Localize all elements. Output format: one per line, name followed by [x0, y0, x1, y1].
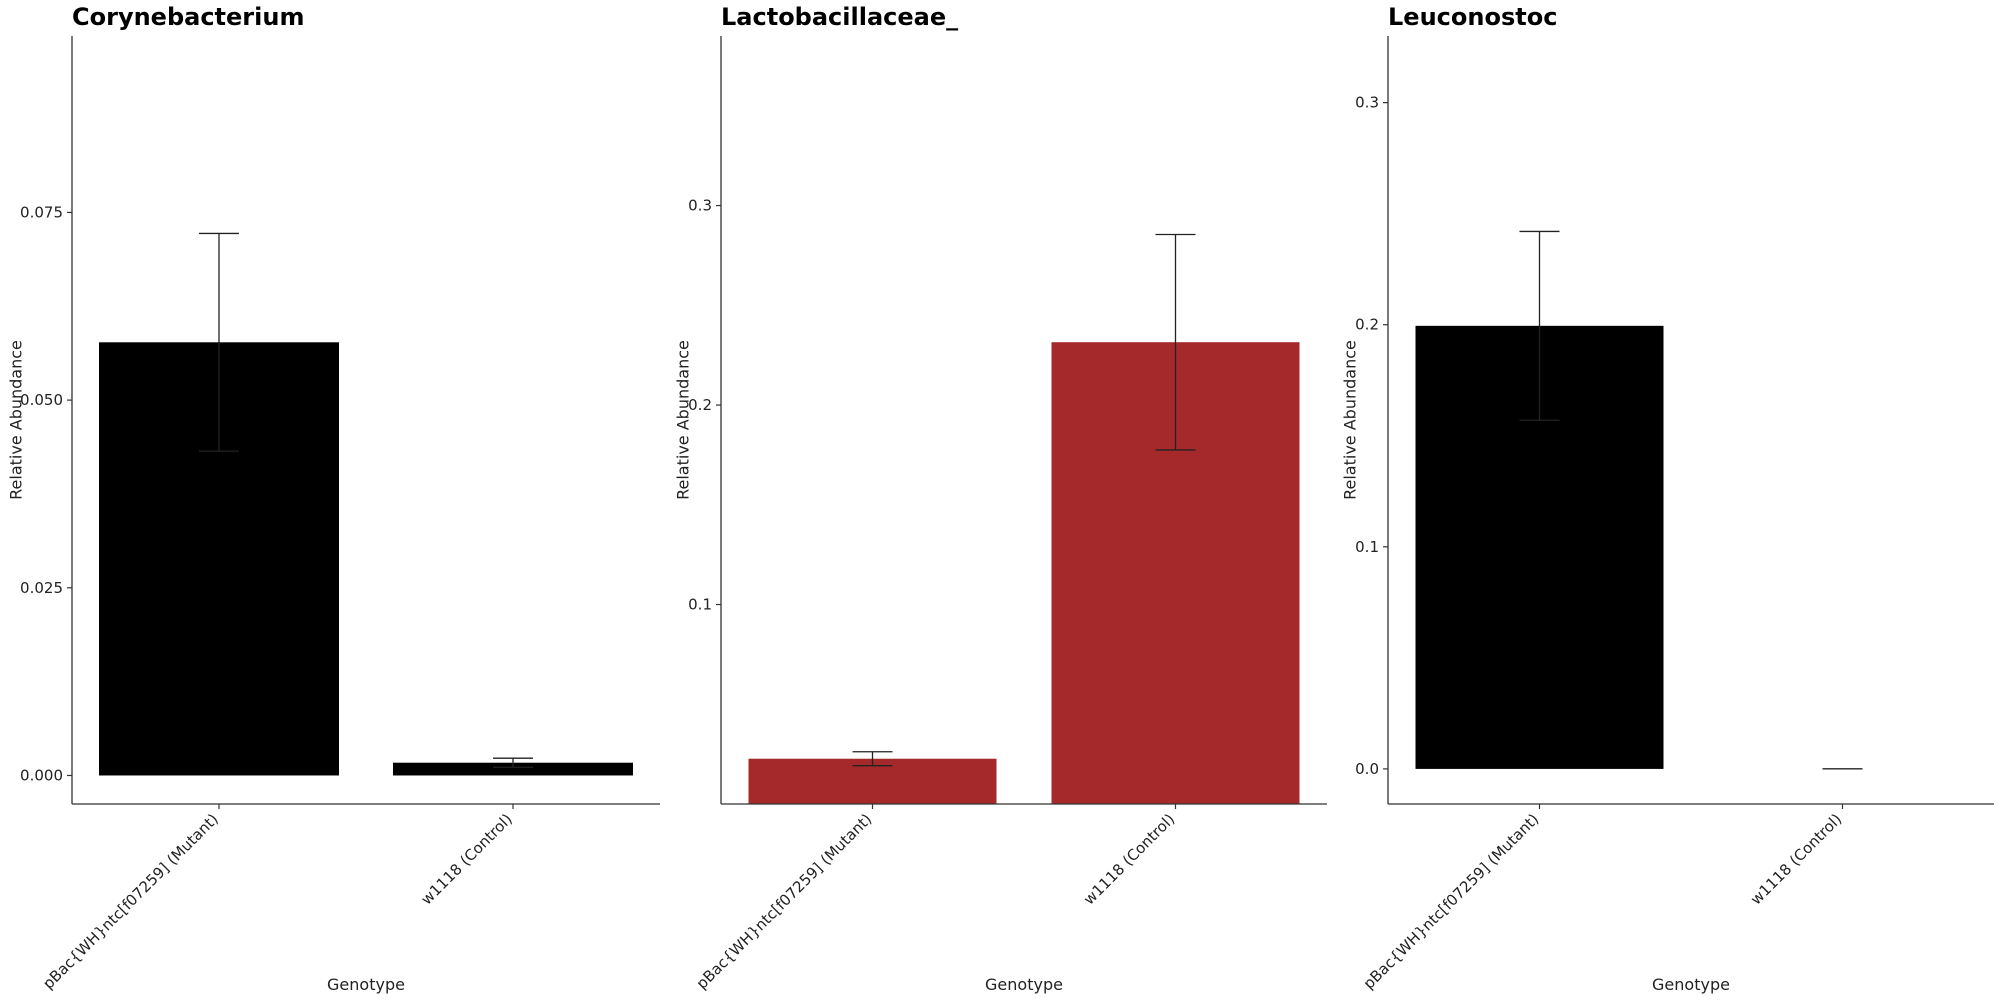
panel-corynebacterium: Corynebacterium 0.000 0.025 0.050 0.075 pBac{… [7, 3, 660, 994]
x-tick-label: pBac{WH}ntc[f07259] (Mutant) [39, 810, 222, 993]
y-tick-label: 0.2 [688, 396, 712, 414]
y-tick-label: 0.2 [1355, 316, 1379, 334]
x-tick-label: w1118 (Control) [417, 810, 515, 908]
bar [393, 762, 633, 776]
y-axis-title: Relative Abundance [1341, 340, 1360, 500]
x-tick-label: w1118 (Control) [1080, 810, 1178, 908]
y-tick-label: 0.050 [20, 391, 63, 409]
x-tick-label: w1118 (Control) [1747, 810, 1845, 908]
y-tick-label: 0.1 [1355, 538, 1379, 556]
error-bar [493, 757, 533, 768]
x-axis-title: Genotype [1652, 975, 1730, 994]
panel-lactobacillaceae: Lactobacillaceae_ 0.1 0.2 0.3 pBac{WH}ntc[f0… [674, 3, 1327, 994]
x-axis-title: Genotype [985, 975, 1063, 994]
y-tick-label: 0.0 [1355, 760, 1379, 778]
panel-title: Lactobacillaceae_ [721, 3, 958, 31]
error-bar [1519, 230, 1560, 421]
y-tick-label: 0.3 [688, 197, 712, 215]
y-tick-label: 0.1 [688, 596, 712, 614]
error-bar [1155, 233, 1196, 451]
y-tick-label: 0.000 [20, 766, 63, 784]
panel-leuconostoc: Leuconostoc 0.0 0.1 0.2 0.3 pBac{WH}ntc[f0725… [1341, 3, 1994, 994]
y-axis-title: Relative Abundance [674, 340, 693, 500]
x-axis-title: Genotype [327, 975, 405, 994]
y-tick-label: 0.3 [1355, 94, 1379, 112]
x-tick-label: pBac{WH}ntc[f07259] (Mutant) [1360, 810, 1543, 993]
panel-title: Leuconostoc [1388, 3, 1557, 31]
y-axis-title: Relative Abundance [7, 340, 26, 500]
panel-title: Corynebacterium [72, 3, 304, 31]
y-tick-label: 0.075 [20, 203, 63, 221]
x-tick-label: pBac{WH}ntc[f07259] (Mutant) [693, 810, 876, 993]
error-bar [852, 751, 893, 767]
y-tick-label: 0.025 [20, 579, 63, 597]
error-bar [199, 232, 239, 452]
